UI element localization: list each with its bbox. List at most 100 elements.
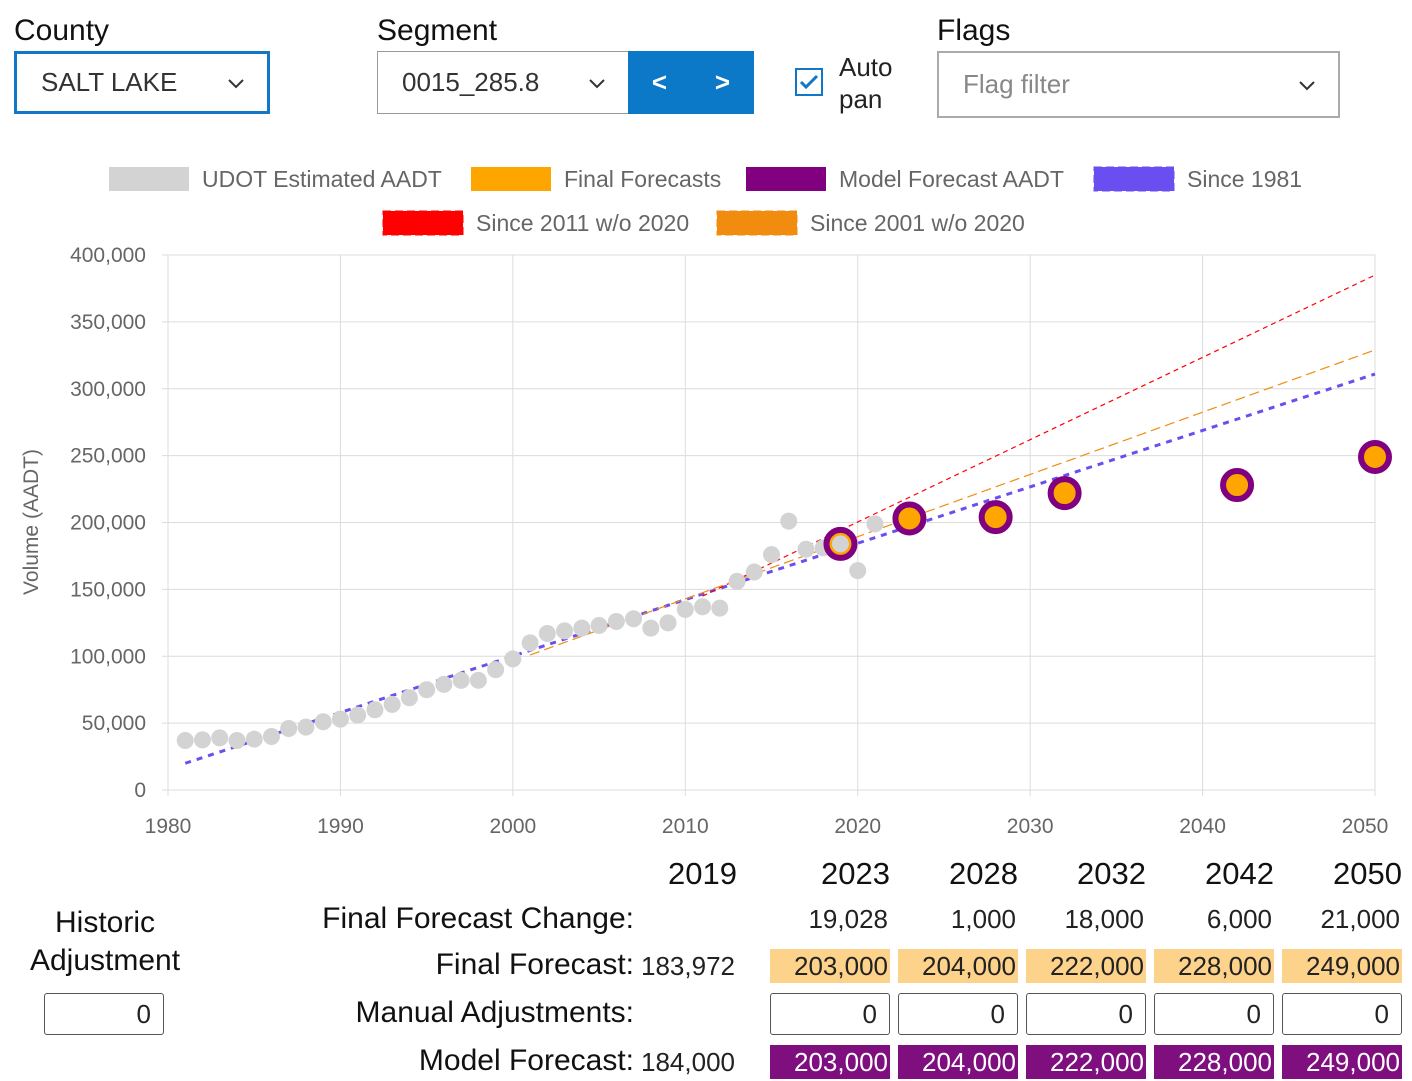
- final-forecast-point[interactable]: [1047, 476, 1082, 511]
- legend-label[interactable]: Since 1981: [1187, 166, 1302, 192]
- legend-label[interactable]: Final Forecasts: [564, 166, 721, 192]
- manual-adjustment-input[interactable]: [1026, 993, 1146, 1035]
- x-tick-label: 2010: [662, 815, 709, 838]
- udot-aadt-point[interactable]: [504, 650, 522, 668]
- legend-swatch: [716, 210, 798, 236]
- x-tick-label: 2050: [1342, 815, 1389, 838]
- data-points: [176, 439, 1392, 750]
- udot-aadt-point[interactable]: [331, 710, 349, 728]
- udot-aadt-point[interactable]: [849, 562, 867, 580]
- manual-adjustment-input[interactable]: [898, 993, 1018, 1035]
- y-tick-label: 0: [134, 779, 146, 802]
- udot-aadt-point[interactable]: [711, 599, 729, 617]
- final-change-cell: [617, 902, 737, 936]
- manual-adjustment-input[interactable]: [1154, 993, 1274, 1035]
- historic-adjustment-label: Historic Adjustment: [16, 904, 194, 980]
- udot-aadt-point[interactable]: [763, 546, 780, 564]
- legend-label[interactable]: UDOT Estimated AADT: [202, 166, 442, 192]
- segment-select[interactable]: 0015_285.8: [377, 51, 629, 114]
- legend-label[interactable]: Model Forecast AADT: [839, 166, 1064, 192]
- chart-legend: UDOT Estimated AADT Final Forecasts Model …: [109, 166, 1302, 236]
- udot-aadt-point[interactable]: [366, 701, 384, 719]
- y-tick-label: 400,000: [70, 244, 146, 267]
- udot-aadt-point[interactable]: [211, 729, 229, 747]
- udot-aadt-point[interactable]: [245, 730, 263, 748]
- legend-label[interactable]: Since 2001 w/o 2020: [810, 210, 1025, 236]
- udot-aadt-point[interactable]: [452, 671, 470, 689]
- final-change-cell: 21,000: [1320, 904, 1400, 934]
- flags-label: Flags: [937, 14, 1011, 47]
- final-change-cell: 18,000: [1064, 904, 1144, 934]
- final-forecast-label: Final Forecast:: [435, 948, 634, 981]
- x-tick-label: 2000: [489, 815, 536, 838]
- udot-aadt-point[interactable]: [280, 719, 298, 737]
- final-forecast-cell: 204,000: [898, 949, 1018, 983]
- chevron-down-icon: [1299, 80, 1315, 90]
- udot-aadt-point[interactable]: [262, 728, 280, 745]
- udot-aadt-point[interactable]: [797, 540, 815, 558]
- flags-placeholder: Flag filter: [963, 69, 1070, 99]
- udot-aadt-point[interactable]: [728, 572, 746, 590]
- autopan-checkbox[interactable]: [795, 68, 823, 96]
- udot-aadt-point[interactable]: [297, 718, 315, 736]
- udot-aadt-point[interactable]: [745, 563, 763, 581]
- segment-value: 0015_285.8: [402, 67, 540, 97]
- historic-adjustment-input[interactable]: [44, 993, 164, 1035]
- udot-aadt-point[interactable]: [659, 614, 677, 632]
- manual-adjustments-label: Manual Adjustments:: [355, 996, 634, 1029]
- udot-aadt-point[interactable]: [469, 671, 487, 689]
- udot-aadt-point[interactable]: [607, 612, 625, 630]
- chart-grid: [162, 254, 1376, 796]
- county-value: SALT LAKE: [41, 67, 178, 97]
- udot-aadt-point[interactable]: [538, 625, 556, 643]
- flags-select[interactable]: Flag filter: [937, 51, 1340, 118]
- county-label: County: [14, 14, 110, 47]
- udot-aadt-point[interactable]: [556, 622, 574, 640]
- historic-adjustment-label-line1: Historic: [54, 906, 155, 939]
- udot-aadt-point[interactable]: [383, 695, 401, 713]
- udot-aadt-point[interactable]: [866, 515, 884, 533]
- udot-aadt-point[interactable]: [349, 706, 367, 724]
- y-tick-label: 200,000: [70, 512, 146, 535]
- final-forecast-point[interactable]: [978, 500, 1013, 535]
- legend-swatch: [746, 167, 826, 191]
- trend-line-since-2011-w-o-2020: [702, 274, 1376, 597]
- trend-line-since-2001-w-o-2020: [529, 349, 1376, 656]
- legend-label[interactable]: Since 2011 w/o 2020: [476, 210, 689, 236]
- udot-aadt-point[interactable]: [521, 634, 539, 652]
- county-select[interactable]: SALT LAKE: [14, 51, 270, 114]
- prev-segment-button[interactable]: <: [651, 67, 668, 97]
- udot-aadt-point[interactable]: [694, 598, 712, 616]
- udot-aadt-point[interactable]: [573, 619, 591, 637]
- x-tick-label: 2040: [1179, 815, 1226, 838]
- final-forecast-point[interactable]: [1220, 468, 1255, 503]
- manual-adjustment-input[interactable]: [1282, 993, 1402, 1035]
- udot-aadt-point[interactable]: [780, 512, 798, 530]
- udot-aadt-point[interactable]: [193, 731, 211, 749]
- model-forecast-cell: 203,000: [770, 1045, 890, 1079]
- model-forecast-cell: 222,000: [1026, 1045, 1146, 1079]
- y-tick-label: 350,000: [70, 311, 146, 334]
- model-forecast-cell: 184,000: [641, 1047, 735, 1077]
- historic-adjustment-label-line2: Adjustment: [29, 944, 181, 977]
- udot-aadt-point[interactable]: [176, 732, 194, 750]
- final-forecast-point[interactable]: [1358, 439, 1392, 474]
- autopan-label-line1: Auto: [839, 52, 893, 82]
- udot-aadt-point[interactable]: [228, 732, 246, 750]
- final-forecast-point[interactable]: [892, 501, 927, 536]
- udot-aadt-point[interactable]: [590, 616, 608, 634]
- udot-aadt-point[interactable]: [435, 675, 453, 693]
- udot-aadt-point[interactable]: [314, 713, 332, 731]
- udot-aadt-point[interactable]: [418, 681, 436, 699]
- udot-aadt-point[interactable]: [642, 619, 660, 637]
- udot-aadt-point[interactable]: [400, 689, 418, 707]
- checkmark-icon: [799, 74, 819, 90]
- manual-adjustment-input[interactable]: [770, 993, 890, 1035]
- next-segment-button[interactable]: >: [714, 67, 731, 97]
- year-header: 2019: [668, 856, 737, 891]
- udot-aadt-point[interactable]: [831, 535, 849, 553]
- udot-aadt-point[interactable]: [625, 610, 643, 628]
- final-change-cell: 6,000: [1206, 904, 1272, 934]
- udot-aadt-point[interactable]: [487, 661, 505, 679]
- udot-aadt-point[interactable]: [676, 600, 694, 618]
